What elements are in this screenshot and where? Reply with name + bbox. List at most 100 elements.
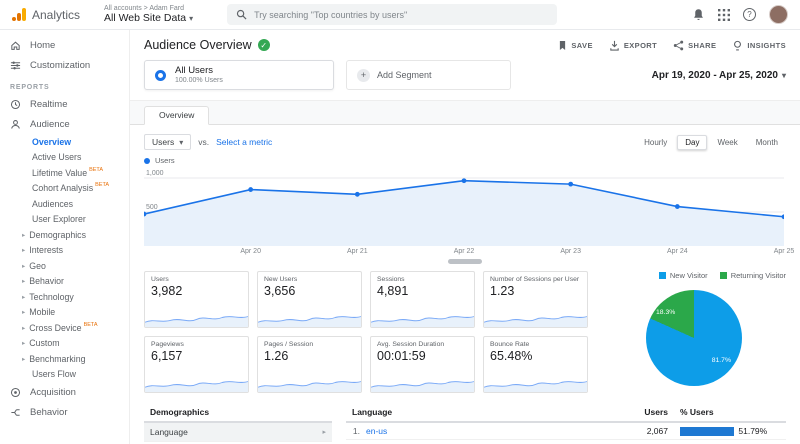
- metric-card-pageviews[interactable]: Pageviews 6,157: [144, 336, 249, 393]
- page-title: Audience Overview: [144, 38, 252, 52]
- sidebar-item-geo[interactable]: Geo: [0, 258, 129, 274]
- sparkline: [484, 316, 587, 327]
- apps-grid-icon[interactable]: [718, 8, 730, 21]
- reports-section-label: REPORTS: [10, 84, 50, 91]
- metric-card-bounce-rate[interactable]: Bounce Rate 65.48%: [483, 336, 588, 393]
- new-visitor-swatch-icon: [658, 272, 666, 279]
- sidebar-item-interests[interactable]: Interests: [0, 243, 129, 259]
- insights-button[interactable]: INSIGHTS: [732, 40, 786, 51]
- legend-new-visitor: New Visitor: [669, 271, 708, 280]
- line-chart-canvas[interactable]: 500 1,000: [144, 166, 784, 246]
- sidebar-item-mobile[interactable]: Mobile: [0, 305, 129, 321]
- sidebar-item-home[interactable]: Home: [0, 35, 129, 55]
- sidebar-item-benchmarking[interactable]: Benchmarking: [0, 351, 129, 367]
- granularity-switcher: Hourly Day Week Month: [636, 134, 786, 150]
- metric-card-users[interactable]: Users 3,982: [144, 271, 249, 328]
- account-switcher[interactable]: All accounts > Adam Fard All Web Site Da…: [104, 5, 193, 24]
- customization-icon: [10, 61, 21, 69]
- sparkline: [145, 316, 248, 327]
- home-icon: [11, 41, 20, 50]
- sidebar-item-cohort-analysis[interactable]: Cohort Analysis BETA: [32, 182, 110, 194]
- sparkline: [371, 381, 474, 392]
- sidebar-item-label: Audience: [30, 118, 70, 130]
- granularity-month[interactable]: Month: [755, 137, 778, 147]
- language-link[interactable]: en-us: [366, 426, 388, 436]
- tab-strip: Overview: [130, 101, 800, 125]
- sidebar-item-label: Acquisition: [30, 386, 76, 398]
- chevron-down-icon: [189, 13, 193, 25]
- sidebar-item-behavior[interactable]: Behavior: [0, 402, 129, 422]
- sparkline: [145, 381, 248, 392]
- pct-bar: [680, 426, 735, 436]
- share-button[interactable]: SHARE: [673, 40, 716, 51]
- sidebar-item-technology[interactable]: Technology: [0, 289, 129, 305]
- chart-scrollbar[interactable]: [448, 259, 482, 264]
- select-metric-link[interactable]: Select a metric: [216, 137, 273, 147]
- sidebar-item-audiences[interactable]: Audiences: [32, 198, 74, 209]
- tab-overview[interactable]: Overview: [144, 106, 210, 125]
- top-app-bar: Analytics All accounts > Adam Fard All W…: [0, 0, 800, 30]
- analytics-logo[interactable]: Analytics: [0, 7, 96, 22]
- sidebar-item-behavior-sub[interactable]: Behavior: [0, 274, 129, 290]
- sidebar-item-label: Home: [30, 39, 56, 51]
- main-content: Audience Overview SAVE EXPORT SHARE INSI…: [130, 30, 800, 444]
- add-segment-button[interactable]: Add Segment: [346, 60, 511, 90]
- search-icon: [236, 9, 247, 20]
- save-button[interactable]: SAVE: [558, 40, 592, 51]
- notifications-bell-icon[interactable]: [692, 8, 705, 21]
- metric-card-avg-session-duration[interactable]: Avg. Session Duration 00:01:59: [370, 336, 475, 393]
- demographics-title: Demographics: [144, 403, 332, 423]
- sparkline: [484, 381, 587, 392]
- sidebar-item-overview[interactable]: Overview: [32, 136, 72, 147]
- chevron-down-icon: [782, 70, 786, 81]
- beta-badge: BETA: [95, 182, 110, 189]
- sidebar-item-users-flow[interactable]: Users Flow: [32, 369, 76, 380]
- visitor-pie-chart[interactable]: 18.3% 81.7%: [646, 290, 742, 386]
- help-icon[interactable]: [743, 8, 756, 21]
- sidebar-item-demographics[interactable]: Demographics: [0, 227, 129, 243]
- segment-all-users[interactable]: All Users 100.00% Users: [144, 60, 334, 90]
- search-placeholder: Try searching "Top countries by users": [254, 9, 408, 20]
- metric-card-new-users[interactable]: New Users 3,656: [257, 271, 362, 328]
- demographics-item-language[interactable]: Language: [144, 423, 332, 442]
- product-name: Analytics: [32, 7, 81, 22]
- language-table-header: Language Users % Users: [346, 403, 786, 423]
- metric-card-pages-per-session[interactable]: Pages / Session 1.26: [257, 336, 362, 393]
- sidebar-item-lifetime-value[interactable]: Lifetime Value BETA: [32, 166, 104, 178]
- segment-title: All Users: [175, 65, 214, 77]
- metric-card-sessions[interactable]: Sessions 4,891: [370, 271, 475, 328]
- sidebar-item-customization[interactable]: Customization: [0, 55, 129, 75]
- pie-legend: New Visitor Returning Visitor: [602, 271, 786, 280]
- person-icon: [11, 119, 20, 129]
- account-breadcrumb: All accounts > Adam Fard: [104, 4, 184, 12]
- svg-text:1,000: 1,000: [146, 170, 164, 177]
- sidebar-item-audience[interactable]: Audience: [0, 114, 129, 134]
- granularity-hourly[interactable]: Hourly: [644, 137, 668, 147]
- row-users: 2,067: [646, 426, 668, 436]
- date-range-picker[interactable]: Apr 19, 2020 - Apr 25, 2020: [652, 70, 786, 81]
- avatar[interactable]: [769, 5, 788, 24]
- sidebar-item-realtime[interactable]: Realtime: [0, 94, 129, 114]
- bookmark-icon: [560, 40, 566, 50]
- sidebar-item-user-explorer[interactable]: User Explorer: [32, 214, 86, 225]
- search-bar[interactable]: Try searching "Top countries by users": [227, 4, 558, 25]
- pie-label-new: 81.7%: [711, 357, 731, 364]
- col-pct-users: % Users: [680, 407, 714, 417]
- sidebar-item-custom[interactable]: Custom: [0, 336, 129, 352]
- clock-icon: [10, 99, 21, 109]
- granularity-day[interactable]: Day: [677, 134, 708, 150]
- sidebar-item-acquisition[interactable]: Acquisition: [0, 382, 129, 402]
- users-line-chart: Users 500 1,000 Apr 20 Apr 21 Apr 22 Apr 23 A…: [130, 154, 800, 264]
- analytics-logo-icon: [12, 8, 26, 21]
- sidebar-item-label: Customization: [30, 59, 91, 71]
- sidebar-item-active-users[interactable]: Active Users: [32, 152, 82, 163]
- beta-badge: BETA: [83, 321, 98, 328]
- metric-dropdown[interactable]: Users: [144, 134, 192, 150]
- segment-ring-icon: [155, 69, 166, 81]
- metric-card-sessions-per-user[interactable]: Number of Sessions per User 1.23: [483, 271, 588, 328]
- export-button[interactable]: EXPORT: [609, 40, 657, 51]
- property-name: All Web Site Data: [104, 11, 187, 24]
- sidebar: Home Customization REPORTS Realtime Audi…: [0, 30, 130, 444]
- granularity-week[interactable]: Week: [717, 137, 738, 147]
